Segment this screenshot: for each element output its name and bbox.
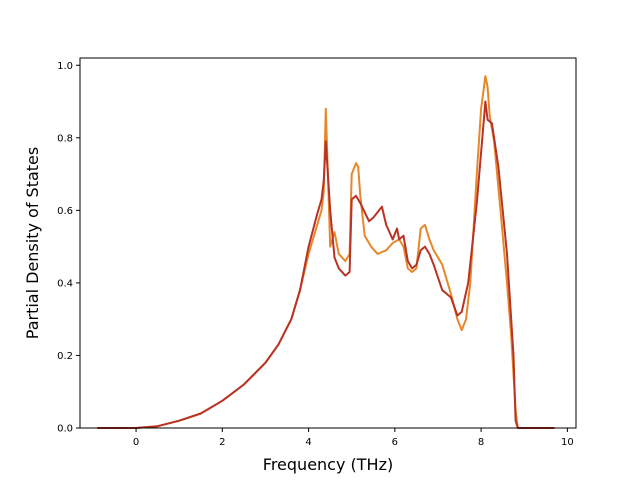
y-tick-label: 0.6 xyxy=(57,206,73,217)
x-tick-label: 4 xyxy=(305,437,311,448)
y-axis-label: Partial Density of States xyxy=(23,147,42,339)
x-tick-label: 2 xyxy=(219,437,225,448)
y-axis: 0.0 0.2 0.4 0.6 0.8 1.0 xyxy=(57,61,80,435)
x-tick-label: 0 xyxy=(133,437,139,448)
x-tick-label: 10 xyxy=(561,437,574,448)
y-tick-label: 0.4 xyxy=(57,278,73,289)
x-tick-label: 8 xyxy=(478,437,484,448)
series-line-2 xyxy=(97,100,555,429)
plot-frame xyxy=(79,57,577,429)
x-tick-label: 6 xyxy=(392,437,398,448)
x-axis-label: Frequency (THz) xyxy=(263,455,393,474)
x-axis: 0 2 4 6 8 10 xyxy=(133,428,574,448)
y-tick-label: 0.8 xyxy=(57,133,73,144)
y-tick-label: 1.0 xyxy=(57,61,73,72)
y-tick-label: 0.0 xyxy=(57,424,73,435)
plot-lines xyxy=(97,75,555,429)
y-tick-label: 0.2 xyxy=(57,351,73,362)
